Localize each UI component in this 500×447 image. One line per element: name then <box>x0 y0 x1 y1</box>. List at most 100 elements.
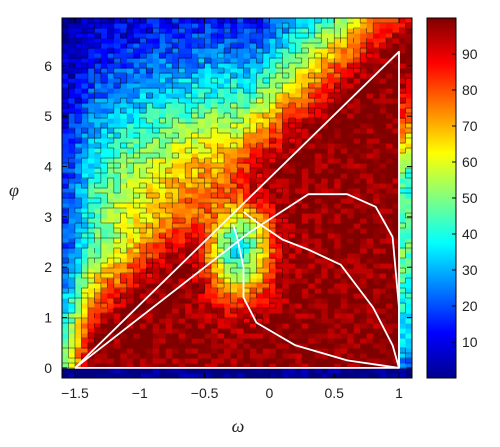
heatmap-cell <box>275 98 283 104</box>
heatmap-cell <box>146 258 154 264</box>
heatmap-cell <box>256 338 264 344</box>
heatmap-cell <box>87 133 96 139</box>
heatmap-cell <box>314 213 322 219</box>
heatmap-cell <box>386 313 394 319</box>
heatmap-cell <box>74 38 83 44</box>
heatmap-cell <box>94 28 102 34</box>
heatmap-cell <box>327 298 335 304</box>
heatmap-cell <box>340 283 348 289</box>
heatmap-cell <box>152 263 160 269</box>
heatmap-cell <box>94 53 102 59</box>
heatmap-cell <box>249 173 258 179</box>
heatmap-cell <box>172 218 180 224</box>
heatmap-cell <box>347 273 355 279</box>
heatmap-cell <box>120 243 128 249</box>
heatmap-cell <box>347 308 355 314</box>
heatmap-cell <box>405 303 412 309</box>
heatmap-cell <box>178 268 186 274</box>
heatmap-cell <box>139 263 147 269</box>
heatmap-cell <box>288 73 296 79</box>
heatmap-cell <box>269 268 277 274</box>
heatmap-cell <box>360 188 368 194</box>
heatmap-cell <box>399 358 407 364</box>
heatmap-cell <box>107 213 115 219</box>
heatmap-cell <box>243 128 251 134</box>
heatmap-cell <box>87 283 96 289</box>
heatmap-cell <box>198 358 206 364</box>
heatmap-cell <box>399 208 407 214</box>
heatmap-cell <box>282 273 290 279</box>
heatmap-cell <box>100 203 108 209</box>
heatmap-cell <box>347 168 355 174</box>
heatmap-cell <box>275 138 283 144</box>
heatmap-cell <box>178 168 186 174</box>
heatmap-cell <box>211 93 219 99</box>
heatmap-cell <box>327 28 335 34</box>
heatmap-cell <box>94 308 102 314</box>
heatmap-cell <box>405 278 412 284</box>
heatmap-cell <box>288 133 296 139</box>
heatmap-cell <box>373 113 381 119</box>
heatmap-cell <box>211 268 219 274</box>
heatmap-cell <box>126 288 134 294</box>
heatmap-cell <box>133 353 141 359</box>
heatmap-cell <box>185 168 193 174</box>
heatmap-cell <box>347 73 355 79</box>
heatmap-cell <box>379 138 387 144</box>
heatmap-cell <box>275 148 283 154</box>
heatmap-cell <box>237 183 245 189</box>
heatmap-cell <box>340 63 348 69</box>
heatmap-cell <box>347 328 355 334</box>
heatmap-cell <box>269 138 277 144</box>
heatmap-cell <box>295 263 303 269</box>
heatmap-cell <box>256 253 264 259</box>
heatmap-cell <box>178 298 186 304</box>
heatmap-cell <box>314 133 322 139</box>
heatmap-cell <box>353 78 361 84</box>
heatmap-cell <box>301 28 309 34</box>
heatmap-cell <box>249 373 258 378</box>
heatmap-cell <box>360 208 368 214</box>
heatmap-cell <box>308 223 316 229</box>
heatmap-cell <box>224 183 232 189</box>
heatmap-cell <box>392 83 400 89</box>
heatmap-cell <box>321 88 329 94</box>
heatmap-cell <box>262 343 271 349</box>
heatmap-cell <box>379 338 387 344</box>
heatmap-cell <box>224 198 232 204</box>
heatmap-cell <box>68 268 76 274</box>
heatmap-cell <box>126 308 134 314</box>
heatmap-cell <box>139 133 147 139</box>
heatmap-cell <box>275 28 283 34</box>
heatmap-cell <box>321 18 329 24</box>
heatmap-cell <box>282 143 290 149</box>
heatmap-cell <box>139 218 147 224</box>
heatmap-cell <box>217 258 225 264</box>
heatmap-cell <box>340 138 348 144</box>
heatmap-cell <box>327 243 335 249</box>
heatmap-cell <box>334 303 342 309</box>
heatmap-cell <box>62 103 70 109</box>
heatmap-cell <box>191 343 199 349</box>
heatmap-cell <box>353 313 361 319</box>
heatmap-cell <box>360 113 368 119</box>
heatmap-cell <box>81 278 89 284</box>
heatmap-cell <box>133 268 141 274</box>
heatmap-cell <box>139 88 147 94</box>
heatmap-cell <box>399 58 407 64</box>
heatmap-cell <box>340 293 348 299</box>
heatmap-cell <box>347 18 355 24</box>
heatmap-cell <box>275 128 283 134</box>
heatmap-cell <box>87 368 96 374</box>
heatmap-cell <box>392 373 400 378</box>
heatmap-cell <box>100 43 108 49</box>
heatmap-cell <box>347 338 355 344</box>
heatmap-cell <box>327 338 335 344</box>
heatmap-cell <box>405 43 412 49</box>
heatmap-cell <box>262 278 271 284</box>
heatmap-cell <box>269 128 277 134</box>
heatmap-cell <box>107 118 115 124</box>
heatmap-cell <box>288 203 296 209</box>
heatmap-cell <box>94 253 102 259</box>
heatmap-cell <box>282 58 290 64</box>
